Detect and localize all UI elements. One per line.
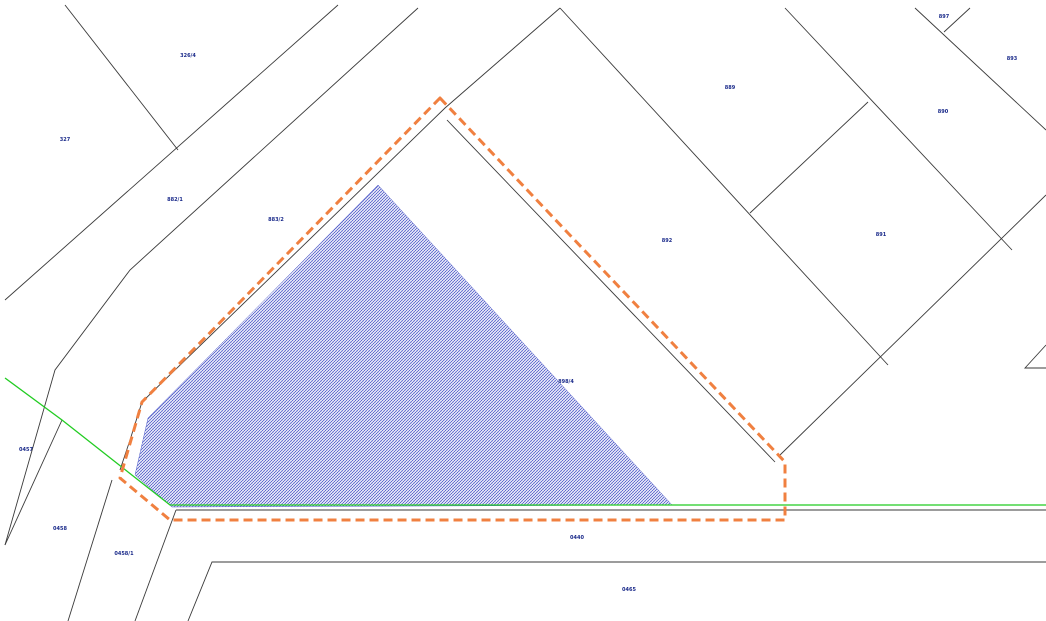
parcel-label[interactable]: 0458/1	[114, 551, 134, 557]
parcel-line	[4, 419, 63, 546]
parcel-label[interactable]: 883/2	[268, 217, 284, 223]
parcel-label[interactable]: 898/4	[558, 379, 574, 385]
parcel-label[interactable]: 892	[662, 238, 673, 244]
parcel-label[interactable]: 897	[939, 14, 950, 20]
parcel-boundaries	[4, 4, 1046, 621]
parcel-line	[749, 101, 869, 214]
parcel-line	[187, 561, 1046, 621]
parcel-line	[67, 479, 113, 621]
parcel-label[interactable]: 890	[938, 109, 949, 115]
parcel-labels: 326/4 327 882/1 883/2 889 890 891 892 89…	[19, 14, 1018, 593]
parcel-label[interactable]: 891	[876, 232, 887, 238]
green-boundary-line	[4, 377, 1046, 506]
parcel-line	[446, 119, 776, 463]
parcel-line	[559, 7, 889, 366]
hatched-parcel-area[interactable]	[134, 184, 673, 508]
parcel-label[interactable]: 0457	[19, 447, 33, 453]
parcel-label[interactable]: 889	[725, 85, 736, 91]
parcel-line	[784, 7, 1013, 251]
parcel-line	[64, 4, 179, 151]
parcel-line	[4, 7, 419, 546]
parcel-label[interactable]: 0458	[53, 526, 67, 532]
parcel-line	[943, 7, 971, 33]
parcel-line	[779, 194, 1046, 456]
parcel-label[interactable]: 882/1	[167, 197, 183, 203]
highlight-outline[interactable]	[118, 96, 787, 522]
parcel-label[interactable]: 0465	[622, 587, 636, 593]
parcel-line	[4, 4, 339, 301]
parcel-label[interactable]: 893	[1007, 56, 1018, 62]
parcel-line	[914, 7, 1046, 131]
parcel-line	[1023, 344, 1046, 369]
parcel-label[interactable]: 326/4	[180, 53, 196, 59]
parcel-label[interactable]: 0440	[570, 535, 584, 541]
parcel-label[interactable]: 327	[60, 137, 71, 143]
parcel-line	[134, 509, 177, 621]
